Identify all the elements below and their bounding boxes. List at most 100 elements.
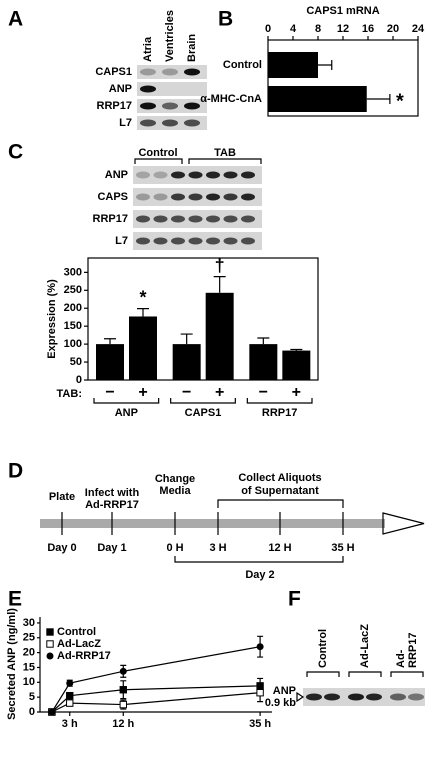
bracket	[390, 671, 424, 677]
time-label: 35 H	[331, 542, 354, 554]
arrowhead	[296, 691, 305, 703]
bar	[268, 86, 367, 112]
blot-band	[206, 237, 220, 245]
error-bar	[318, 60, 333, 70]
panel-label: F	[288, 588, 301, 611]
event-label: Change	[155, 473, 195, 485]
condition-label: −	[259, 384, 268, 401]
bracket	[348, 671, 382, 677]
line	[51, 646, 261, 713]
bracket	[170, 398, 236, 404]
bracket	[188, 158, 262, 164]
blot-band	[153, 193, 168, 201]
row-label: L7	[119, 117, 132, 129]
column-label: Atria	[142, 36, 154, 62]
blot-band	[188, 215, 203, 223]
time-label: 12 H	[268, 542, 291, 554]
event-label: Plate	[49, 491, 75, 503]
panel-label: D	[8, 460, 23, 483]
blot-band	[223, 171, 238, 179]
blot-band	[206, 193, 220, 201]
marker	[256, 689, 264, 697]
y-tick-label: 30	[23, 617, 35, 629]
bracket	[246, 398, 313, 404]
row-label: CAPS1	[95, 66, 132, 78]
y-tick-label: 150	[64, 320, 82, 332]
blot-band	[306, 693, 322, 701]
bracket	[306, 671, 340, 677]
blot-band	[184, 68, 200, 76]
y-tick-label: 0	[29, 706, 35, 718]
x-tick-label: 24	[412, 23, 425, 35]
row-label: CAPS	[97, 191, 128, 203]
bar	[129, 316, 157, 380]
column-label: Ad-LacZ	[359, 624, 371, 668]
blot-band	[162, 68, 178, 76]
y-axis-label: Expression (%)	[46, 279, 58, 359]
row-label: RRP17	[93, 213, 128, 225]
condition-label: +	[292, 384, 301, 401]
day-label: Day 2	[245, 569, 274, 581]
marker	[48, 708, 56, 716]
marker	[256, 643, 264, 651]
blot-band	[136, 171, 150, 179]
row-label: ANP	[109, 83, 132, 95]
plot-frame	[87, 257, 319, 381]
blot-band	[136, 215, 150, 223]
blot-band	[153, 237, 168, 245]
blot-band	[223, 193, 238, 201]
blot-band	[171, 193, 185, 201]
bar	[268, 52, 318, 78]
row-label: ANP	[105, 169, 128, 181]
column-label: Ad-	[395, 649, 407, 668]
category-label: CAPS1	[185, 407, 222, 419]
condition-label: −	[182, 384, 191, 401]
blot-band	[206, 215, 220, 223]
panel-label: E	[8, 588, 22, 611]
x-tick-label: 12	[337, 23, 349, 35]
y-tick-label: 0	[76, 374, 82, 386]
condition-label: −	[105, 384, 114, 401]
x-tick-label: 8	[315, 23, 321, 35]
blot-lane	[137, 65, 207, 79]
bar	[172, 344, 201, 380]
group-label: TAB:	[57, 388, 82, 400]
y-axis-label: Secreted ANP (ng/ml)	[6, 608, 18, 720]
blot-band	[366, 693, 382, 701]
event-label: Ad-RRP17	[85, 499, 139, 511]
category-label: RRP17	[262, 407, 297, 419]
y-tick-label: 15	[23, 661, 35, 673]
marker	[119, 667, 127, 675]
marker	[119, 700, 127, 709]
row-label: RRP17	[97, 100, 132, 112]
legend-label: Control	[57, 626, 96, 638]
column-label: Control	[317, 629, 329, 668]
condition-label: +	[215, 384, 224, 401]
blot-lane	[137, 82, 207, 96]
marker	[66, 691, 74, 700]
blot-band	[171, 215, 185, 223]
time-label: Day 1	[97, 542, 126, 554]
blot-band	[140, 85, 156, 93]
event-label: Collect Aliquots	[238, 472, 321, 484]
blot-band	[324, 693, 340, 701]
column-label: RRP17	[407, 633, 419, 668]
blot-band	[188, 193, 203, 201]
error-bar	[290, 348, 303, 351]
bracket	[93, 398, 160, 404]
x-tick-label: 3 h	[62, 718, 78, 730]
blot-band	[241, 171, 255, 179]
blot-band	[140, 102, 156, 110]
y-tick-label: 5	[29, 691, 35, 703]
category-label: Control	[223, 59, 262, 71]
marker	[66, 679, 74, 687]
error-bar	[137, 307, 149, 317]
legend-marker	[46, 652, 54, 660]
significance-mark: *	[139, 287, 146, 307]
x-tick-label: 0	[265, 23, 271, 35]
blot-band	[153, 215, 168, 223]
y-tick-label: 25	[23, 632, 35, 644]
blot-band	[162, 102, 178, 110]
blot-band	[206, 171, 220, 179]
y-tick-label: 100	[64, 338, 82, 350]
